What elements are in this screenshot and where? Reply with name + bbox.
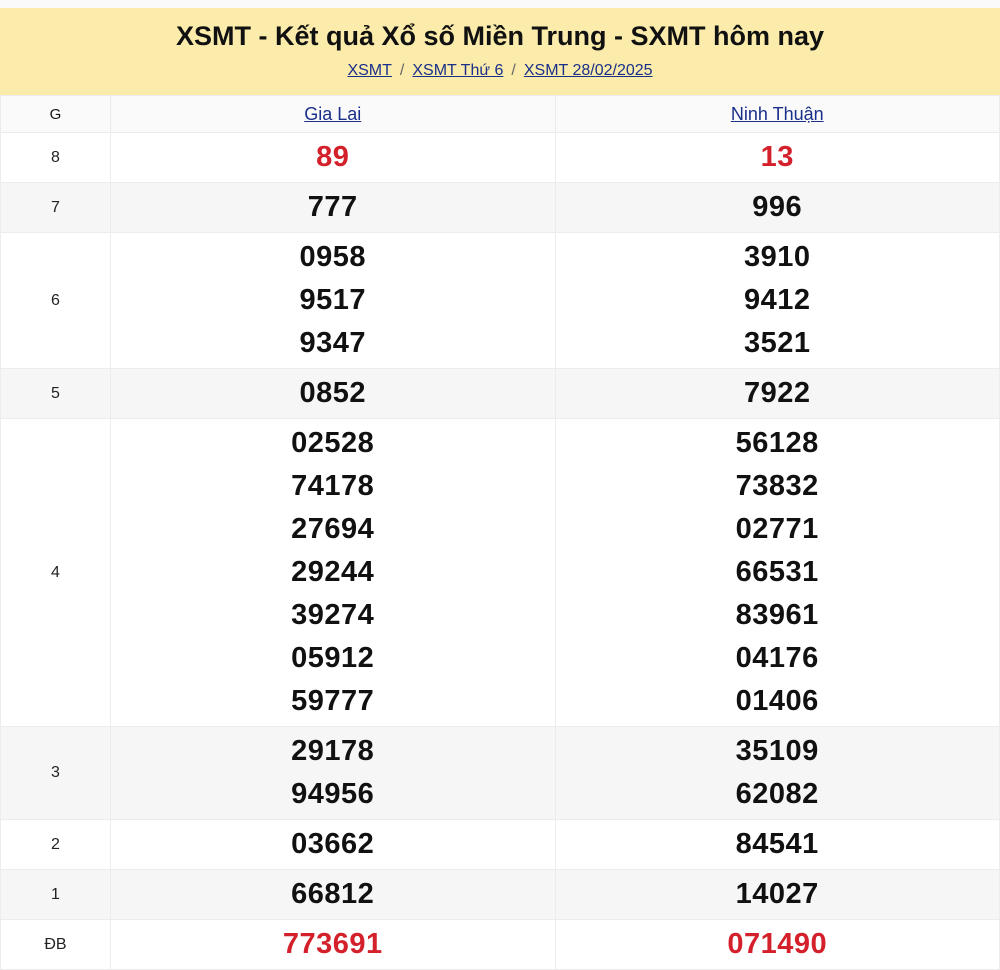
result-number: 7922 — [743, 377, 811, 409]
prize-label: 7 — [0, 182, 111, 233]
result-number: 13 — [760, 141, 794, 173]
result-number: 02528 — [291, 427, 375, 459]
page-title: XSMT - Kết quả Xổ số Miền Trung - SXMT h… — [175, 21, 825, 51]
result-number: 62082 — [735, 778, 819, 810]
result-number: 66812 — [291, 878, 375, 910]
column-header-gia-lai: Gia Lai — [110, 95, 556, 133]
result-number: 0852 — [299, 377, 366, 409]
result-number: 0958 — [299, 241, 366, 273]
result-cell-gia-lai: 773691 — [110, 919, 556, 970]
table-row: 1 66812 14027 — [0, 869, 1000, 920]
result-number: 73832 — [735, 470, 819, 502]
result-cell-ninh-thuan: 84541 — [554, 819, 1000, 870]
breadcrumb-xsmt[interactable]: XSMT — [347, 62, 392, 79]
table-row: 8 89 13 — [0, 132, 1000, 183]
province-link-gia-lai[interactable]: Gia Lai — [304, 103, 362, 124]
result-cell-gia-lai: 66812 — [110, 869, 556, 920]
top-strip — [0, 0, 1000, 8]
table-row: 5 0852 7922 — [0, 368, 1000, 419]
result-number: 02771 — [735, 513, 819, 545]
result-cell-gia-lai: 89 — [110, 132, 556, 183]
result-number: 27694 — [291, 513, 375, 545]
table-row: 7 777 996 — [0, 182, 1000, 233]
breadcrumb-separator: / — [511, 62, 516, 79]
table-row: ĐB 773691 071490 — [0, 919, 1000, 970]
result-number: 14027 — [735, 878, 819, 910]
result-cell-gia-lai: 02528 74178 27694 29244 39274 05912 59777 — [110, 418, 556, 727]
result-number: 9347 — [299, 327, 366, 359]
result-number: 777 — [307, 191, 358, 223]
column-header-prize: G — [0, 95, 111, 133]
result-number: 03662 — [291, 828, 375, 860]
result-cell-ninh-thuan: 071490 — [554, 919, 1000, 970]
result-number: 74178 — [291, 470, 375, 502]
column-header-ninh-thuan: Ninh Thuận — [554, 95, 1000, 133]
result-number: 9517 — [299, 284, 366, 316]
result-number: 59777 — [291, 685, 375, 717]
result-number: 071490 — [727, 928, 828, 960]
result-cell-gia-lai: 0852 — [110, 368, 556, 419]
result-number: 39274 — [291, 599, 375, 631]
prize-label: ĐB — [0, 919, 111, 970]
result-number: 29244 — [291, 556, 375, 588]
results-header: XSMT - Kết quả Xổ số Miền Trung - SXMT h… — [0, 8, 1000, 95]
result-number: 996 — [752, 191, 803, 223]
result-number: 3521 — [743, 327, 811, 359]
result-number: 9412 — [743, 284, 811, 316]
result-number: 29178 — [291, 735, 375, 767]
table-row: 2 03662 84541 — [0, 819, 1000, 870]
result-number: 04176 — [735, 642, 819, 674]
prize-label: 4 — [0, 418, 111, 727]
table-row: 6 0958 9517 9347 3910 9412 3521 — [0, 232, 1000, 369]
result-number: 3910 — [743, 241, 811, 273]
breadcrumb: XSMT / XSMT Thứ 6 / XSMT 28/02/2025 — [0, 62, 1000, 80]
result-cell-gia-lai: 03662 — [110, 819, 556, 870]
result-number: 89 — [316, 141, 350, 173]
result-number: 35109 — [735, 735, 819, 767]
result-cell-gia-lai: 0958 9517 9347 — [110, 232, 556, 369]
prize-label: 3 — [0, 726, 111, 820]
table-row: 3 29178 94956 35109 62082 — [0, 726, 1000, 820]
prize-label: 8 — [0, 132, 111, 183]
result-cell-ninh-thuan: 35109 62082 — [554, 726, 1000, 820]
result-number: 773691 — [282, 928, 383, 960]
prize-label: 2 — [0, 819, 111, 870]
prize-label: 5 — [0, 368, 111, 419]
result-cell-ninh-thuan: 3910 9412 3521 — [554, 232, 1000, 369]
result-cell-ninh-thuan: 56128 73832 02771 66531 83961 04176 01406 — [554, 418, 1000, 727]
result-number: 01406 — [735, 685, 819, 717]
result-number: 84541 — [735, 828, 819, 860]
result-number: 66531 — [735, 556, 819, 588]
table-header-row: G Gia Lai Ninh Thuận — [0, 95, 1000, 133]
result-cell-ninh-thuan: 13 — [554, 132, 1000, 183]
breadcrumb-separator: / — [399, 62, 405, 79]
prize-label: 6 — [0, 232, 111, 369]
result-cell-ninh-thuan: 14027 — [554, 869, 1000, 920]
result-cell-gia-lai: 777 — [110, 182, 556, 233]
table-row: 4 02528 74178 27694 29244 39274 05912 59777 5612… — [0, 418, 1000, 727]
breadcrumb-xsmt-date[interactable]: XSMT 28/02/2025 — [523, 62, 653, 79]
results-table: G Gia Lai Ninh Thuận 8 89 13 7 777 996 6 0958 95… — [0, 95, 1000, 970]
result-cell-ninh-thuan: 996 — [554, 182, 1000, 233]
prize-label: 1 — [0, 869, 111, 920]
result-number: 94956 — [291, 778, 375, 810]
result-cell-ninh-thuan: 7922 — [554, 368, 1000, 419]
result-number: 56128 — [735, 427, 819, 459]
result-cell-gia-lai: 29178 94956 — [110, 726, 556, 820]
result-number: 83961 — [735, 599, 819, 631]
breadcrumb-xsmt-thu-6[interactable]: XSMT Thứ 6 — [412, 62, 504, 79]
province-link-ninh-thuan[interactable]: Ninh Thuận — [730, 103, 824, 124]
result-number: 05912 — [291, 642, 375, 674]
